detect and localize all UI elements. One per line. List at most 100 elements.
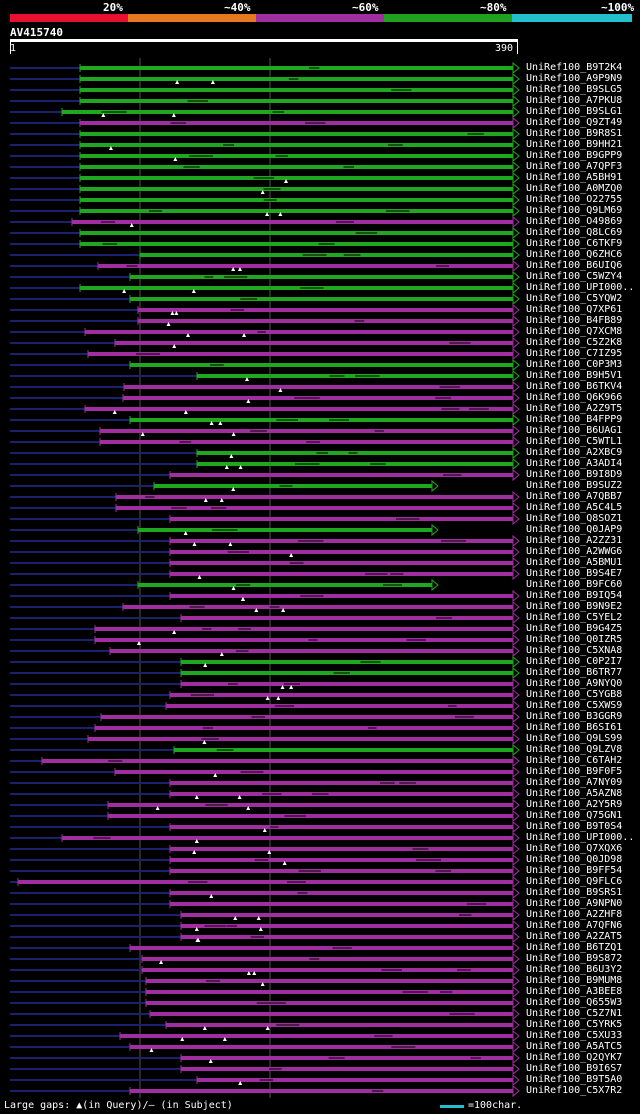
hit-label[interactable]: UniRef100_C5WTL1 (526, 436, 623, 447)
hit-label[interactable]: UniRef100_B6U3Y2 (526, 964, 623, 975)
hit-label[interactable]: UniRef100_C5Z2K8 (526, 337, 623, 348)
hit-label[interactable]: UniRef100_Q75GN1 (526, 810, 623, 821)
hit-label[interactable]: UniRef100_UPI000.. (526, 282, 635, 293)
hit-label[interactable]: UniRef100_B6SI61 (526, 722, 623, 733)
hit-label[interactable]: UniRef100_A7PKU8 (526, 95, 623, 106)
hit-label[interactable]: UniRef100_Q7XCM8 (526, 326, 623, 337)
hit-label[interactable]: UniRef100_Q8LC69 (526, 227, 623, 238)
hit-label[interactable]: UniRef100_Q9ZT49 (526, 117, 623, 128)
hit-label[interactable]: UniRef100_A9NPN0 (526, 898, 623, 909)
hit-label[interactable]: UniRef100_B9SRS1 (526, 887, 623, 898)
hit-label[interactable]: UniRef100_B9N9E2 (526, 601, 623, 612)
hit-label[interactable]: UniRef100_Q9LZV8 (526, 744, 623, 755)
hit-label[interactable]: UniRef100_A7QPF3 (526, 161, 623, 172)
hit-label[interactable]: UniRef100_A3BEE8 (526, 986, 623, 997)
hit-label[interactable]: UniRef100_C7IZ95 (526, 348, 623, 359)
hit-label[interactable]: UniRef100_B9F0F5 (526, 766, 623, 777)
hit-label[interactable]: UniRef100_B9G4Z5 (526, 623, 623, 634)
query-gap-marker (244, 377, 249, 381)
hit-label[interactable]: UniRef100_A5ATC5 (526, 1041, 623, 1052)
hit-label[interactable]: UniRef100_A2ZHF8 (526, 909, 623, 920)
hit-label[interactable]: UniRef100_C0P3M3 (526, 359, 623, 370)
hit-label[interactable]: UniRef100_Q0IZR5 (526, 634, 623, 645)
hit-label[interactable]: UniRef100_A7QFN6 (526, 920, 623, 931)
hit-label[interactable]: UniRef100_O49869 (526, 216, 623, 227)
hit-label[interactable]: UniRef100_A7NY09 (526, 777, 623, 788)
hit-label[interactable]: UniRef100_A5AZN8 (526, 788, 623, 799)
hit-label[interactable]: UniRef100_Q655W3 (526, 997, 623, 1008)
hit-label[interactable]: UniRef100_Q9LS99 (526, 733, 623, 744)
hit-label[interactable]: UniRef100_B9GPP9 (526, 150, 623, 161)
hit-label[interactable]: UniRef100_B3GGR9 (526, 711, 623, 722)
hit-label[interactable]: UniRef100_C5XU33 (526, 1030, 623, 1041)
hit-alignment-bar (170, 539, 513, 543)
hit-label[interactable]: UniRef100_B9H5V1 (526, 370, 623, 381)
hit-label[interactable]: UniRef100_C5XNA8 (526, 645, 623, 656)
hit-label[interactable]: UniRef100_A2Y5R9 (526, 799, 623, 810)
hit-label[interactable]: UniRef100_B9FF54 (526, 865, 623, 876)
hit-end-arrow (512, 534, 520, 548)
hit-label[interactable]: UniRef100_UPI000.. (526, 832, 635, 843)
hit-label[interactable]: UniRef100_B9T2K4 (526, 62, 623, 73)
hit-label[interactable]: UniRef100_Q0JAP9 (526, 524, 623, 535)
hit-label[interactable]: UniRef100_A5BH91 (526, 172, 623, 183)
hit-label[interactable]: UniRef100_A9P9N9 (526, 73, 623, 84)
hit-label[interactable]: UniRef100_Q7XQX6 (526, 843, 623, 854)
hit-label[interactable]: UniRef100_B9MUM8 (526, 975, 623, 986)
hit-label[interactable]: UniRef100_A3ADI4 (526, 458, 623, 469)
hit-label[interactable]: UniRef100_B6UIQ6 (526, 260, 623, 271)
hit-label[interactable]: UniRef100_B9SUZ2 (526, 480, 623, 491)
hit-label[interactable]: UniRef100_A7QBB7 (526, 491, 623, 502)
hit-label[interactable]: UniRef100_B9I8D9 (526, 469, 623, 480)
hit-label[interactable]: UniRef100_A2XBC9 (526, 447, 623, 458)
hit-end-arrow (512, 710, 520, 724)
hit-label[interactable]: UniRef100_C5X7R2 (526, 1085, 623, 1096)
hit-label[interactable]: UniRef100_A5BMU1 (526, 557, 623, 568)
query-gap-marker (240, 597, 245, 601)
hit-label[interactable]: UniRef100_B4FB89 (526, 315, 623, 326)
hit-label[interactable]: UniRef100_A2Z9T5 (526, 403, 623, 414)
hit-label[interactable]: UniRef100_B9R8S1 (526, 128, 623, 139)
hit-label[interactable]: UniRef100_C5XWS9 (526, 700, 623, 711)
hit-label[interactable]: UniRef100_B4FPP9 (526, 414, 623, 425)
hit-label[interactable]: UniRef100_B9HH21 (526, 139, 623, 150)
query-gap-marker (218, 421, 223, 425)
hit-label[interactable]: UniRef100_C5YRK5 (526, 1019, 623, 1030)
hit-label[interactable]: UniRef100_C0P2I7 (526, 656, 623, 667)
hit-label[interactable]: UniRef100_B6TZQ1 (526, 942, 623, 953)
hit-label[interactable]: UniRef100_C5YQW2 (526, 293, 623, 304)
hit-label[interactable]: UniRef100_Q2QYK7 (526, 1052, 623, 1063)
hit-label[interactable]: UniRef100_C5YGB8 (526, 689, 623, 700)
hit-label[interactable]: UniRef100_B9S872 (526, 953, 623, 964)
hit-label[interactable]: UniRef100_A0MZQ0 (526, 183, 623, 194)
hit-label[interactable]: UniRef100_C6TAH2 (526, 755, 623, 766)
hit-label[interactable]: UniRef100_C5YEL2 (526, 612, 623, 623)
hit-label[interactable]: UniRef100_O22755 (526, 194, 623, 205)
hit-label[interactable]: UniRef100_B9FC60 (526, 579, 623, 590)
hit-label[interactable]: UniRef100_Q8SOZ1 (526, 513, 623, 524)
hit-label[interactable]: UniRef100_Q6K966 (526, 392, 623, 403)
hit-label[interactable]: UniRef100_B9I6S7 (526, 1063, 623, 1074)
hit-label[interactable]: UniRef100_Q6ZHC6 (526, 249, 623, 260)
hit-label[interactable]: UniRef100_B9S4E7 (526, 568, 623, 579)
hit-label[interactable]: UniRef100_Q7XP61 (526, 304, 623, 315)
hit-label[interactable]: UniRef100_B6UAG1 (526, 425, 623, 436)
hit-label[interactable]: UniRef100_C5WZY4 (526, 271, 623, 282)
hit-label[interactable]: UniRef100_Q9FLC6 (526, 876, 623, 887)
hit-label[interactable]: UniRef100_B6TR77 (526, 667, 623, 678)
hit-label[interactable]: UniRef100_A9NYQ0 (526, 678, 623, 689)
hit-label[interactable]: UniRef100_A2WWG6 (526, 546, 623, 557)
hit-label[interactable]: UniRef100_B9SLG5 (526, 84, 623, 95)
hit-label[interactable]: UniRef100_Q0JD98 (526, 854, 623, 865)
hit-label[interactable]: UniRef100_A5C4L5 (526, 502, 623, 513)
hit-label[interactable]: UniRef100_C5Z7N1 (526, 1008, 623, 1019)
hit-label[interactable]: UniRef100_A2ZZ31 (526, 535, 623, 546)
hit-label[interactable]: UniRef100_B9T5A0 (526, 1074, 623, 1085)
hit-label[interactable]: UniRef100_B6TKV4 (526, 381, 623, 392)
hit-label[interactable]: UniRef100_Q9LM69 (526, 205, 623, 216)
hit-label[interactable]: UniRef100_B9IQ54 (526, 590, 623, 601)
hit-label[interactable]: UniRef100_B9SLG1 (526, 106, 623, 117)
hit-label[interactable]: UniRef100_A2ZAT5 (526, 931, 623, 942)
hit-label[interactable]: UniRef100_C6TKF9 (526, 238, 623, 249)
hit-label[interactable]: UniRef100_B9T0S4 (526, 821, 623, 832)
